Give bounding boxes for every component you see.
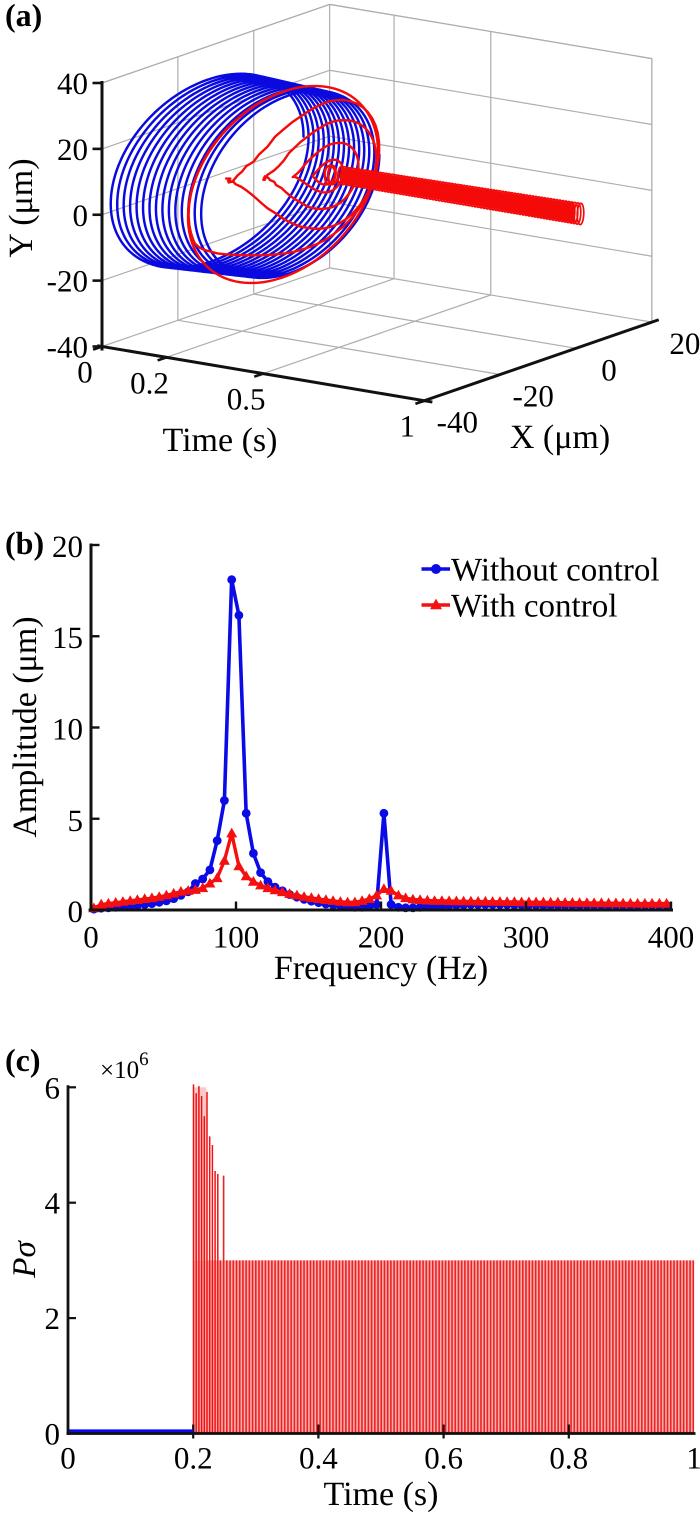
svg-text:With control: With control: [451, 589, 617, 625]
svg-text:0.4: 0.4: [299, 1441, 338, 1476]
svg-text:0: 0: [60, 1441, 76, 1476]
svg-text:6: 6: [45, 1070, 61, 1105]
svg-text:200: 200: [358, 920, 405, 955]
svg-text:Y (μm): Y (μm): [3, 158, 40, 257]
svg-text:-20: -20: [47, 264, 88, 299]
svg-text:Time (s): Time (s): [324, 1476, 439, 1513]
svg-text:0: 0: [83, 920, 99, 955]
svg-text:1: 1: [400, 409, 416, 444]
svg-text:-20: -20: [513, 379, 554, 414]
svg-text:5: 5: [68, 803, 84, 838]
svg-text:-40: -40: [47, 330, 88, 365]
svg-text:Without control: Without control: [451, 553, 660, 589]
svg-text:40: 40: [57, 66, 88, 101]
svg-text:(c): (c): [5, 1042, 41, 1078]
svg-text:0: 0: [45, 1417, 61, 1452]
svg-text:20: 20: [52, 529, 83, 564]
svg-text:Amplitude (μm): Amplitude (μm): [7, 616, 44, 837]
svg-text:-40: -40: [437, 405, 478, 440]
svg-text:400: 400: [648, 920, 695, 955]
svg-text:0.2: 0.2: [130, 365, 169, 400]
svg-text:0.2: 0.2: [174, 1441, 213, 1476]
svg-text:15: 15: [52, 620, 83, 655]
svg-text:0.8: 0.8: [549, 1441, 588, 1476]
svg-text:300: 300: [503, 920, 550, 955]
svg-text:20: 20: [57, 132, 88, 167]
svg-text:0: 0: [68, 894, 84, 929]
svg-text:Time (s): Time (s): [163, 422, 278, 459]
svg-text:0.5: 0.5: [227, 382, 266, 417]
svg-text:Frequency (Hz): Frequency (Hz): [274, 950, 488, 987]
svg-text:100: 100: [213, 920, 260, 955]
svg-text:0.6: 0.6: [424, 1441, 463, 1476]
svg-text:Pσ: Pσ: [7, 1240, 43, 1279]
svg-text:1: 1: [686, 1441, 700, 1476]
svg-text:X (μm): X (μm): [510, 419, 610, 456]
svg-text:0: 0: [77, 355, 93, 390]
svg-text:0: 0: [73, 198, 89, 233]
svg-text:(b): (b): [5, 525, 44, 561]
svg-text:2: 2: [45, 1301, 61, 1336]
svg-text:10: 10: [52, 712, 83, 747]
svg-text:(a): (a): [5, 0, 42, 33]
svg-text:20: 20: [669, 326, 700, 361]
svg-text:4: 4: [45, 1186, 61, 1221]
svg-text:0: 0: [601, 352, 617, 387]
